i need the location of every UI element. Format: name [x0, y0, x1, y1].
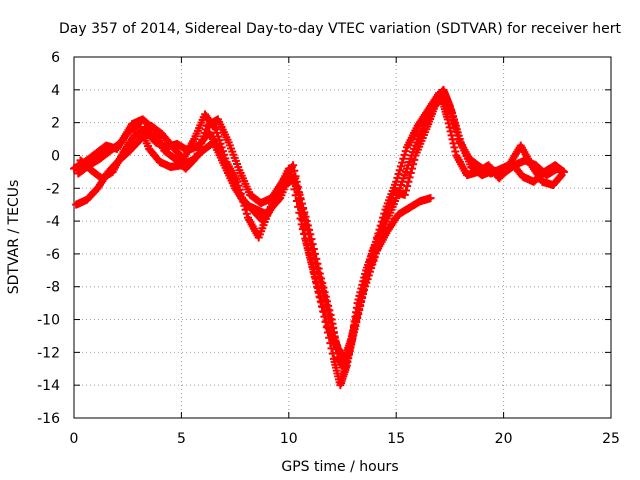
plot-border [73, 56, 612, 419]
data-point [309, 265, 318, 274]
data-point [396, 162, 405, 171]
data-point [306, 255, 315, 264]
data-point [409, 160, 418, 169]
y-tick-label: -14 [37, 378, 60, 394]
data-point [294, 195, 303, 204]
data-point [407, 164, 416, 173]
x-tick-label: 25 [602, 431, 620, 447]
data-point [300, 229, 309, 238]
x-tick-label: 20 [495, 431, 513, 447]
data-point [311, 274, 320, 283]
data-point [297, 209, 306, 218]
data-point [289, 161, 298, 170]
y-axis-label: SDTVAR / TECUs [6, 180, 22, 295]
data-point [292, 181, 301, 190]
x-tick-label: 15 [387, 431, 405, 447]
data-point [394, 170, 403, 179]
y-tick-label: -8 [46, 280, 60, 296]
data-point [405, 173, 414, 182]
data-point [210, 123, 219, 132]
data-point [426, 194, 435, 203]
data-point [401, 186, 410, 195]
data-point [299, 222, 308, 231]
data-point [398, 158, 407, 167]
data-point [406, 168, 415, 177]
y-tick-label: 0 [51, 148, 60, 164]
data-point [328, 349, 337, 358]
y-tick-label: 4 [51, 83, 60, 99]
ticks-layer [73, 56, 612, 419]
data-point [327, 344, 336, 353]
data-point [305, 251, 314, 260]
y-tick-label: 6 [51, 50, 60, 66]
data-point [401, 147, 410, 156]
x-axis-label: GPS time / hours [281, 459, 398, 475]
data-point [307, 260, 316, 269]
data-point [293, 188, 302, 197]
data-point [319, 307, 328, 316]
data-point [404, 177, 413, 186]
data-point [400, 150, 409, 159]
data-point [321, 312, 330, 321]
data-point [298, 215, 307, 224]
tick-labels-layer: 0 5 10 15 20 25 -16 -14 -12 -10 -8 -6 -4 -2 0 2 4 6 [37, 50, 620, 447]
data-point [317, 298, 326, 307]
series-track-4 [76, 125, 435, 363]
data-point [291, 174, 300, 183]
data-point [403, 182, 412, 191]
data-point [557, 171, 566, 180]
y-tick-label: -2 [46, 181, 60, 197]
data-point [313, 284, 322, 293]
x-tick-label: 5 [177, 431, 186, 447]
x-tick-label: 0 [70, 431, 79, 447]
y-tick-label: -12 [37, 345, 60, 361]
y-tick-label: 2 [51, 116, 60, 132]
data-point [304, 246, 313, 255]
data-point [400, 190, 409, 199]
x-tick-label: 10 [280, 431, 298, 447]
chart-title: Day 357 of 2014, Sidereal Day-to-day VTE… [59, 21, 621, 37]
data-point [286, 167, 295, 176]
y-tick-label: -4 [46, 214, 60, 230]
data-point [310, 269, 319, 278]
data-point [191, 154, 200, 163]
data-point [303, 241, 312, 250]
data-point [410, 155, 419, 164]
data-point [301, 236, 310, 245]
data-point [316, 293, 325, 302]
y-tick-label: -10 [37, 313, 60, 329]
data-point [322, 317, 331, 326]
data-point [242, 209, 251, 218]
data-point [318, 303, 327, 312]
data-point [315, 288, 324, 297]
series-track-3 [72, 92, 566, 390]
y-tick-label: -6 [46, 247, 60, 263]
data-point [296, 202, 305, 211]
data-point [399, 154, 408, 163]
data-point [395, 166, 404, 175]
points-layer [70, 85, 568, 390]
y-tick-label: -16 [37, 411, 60, 427]
data-point [312, 279, 321, 288]
